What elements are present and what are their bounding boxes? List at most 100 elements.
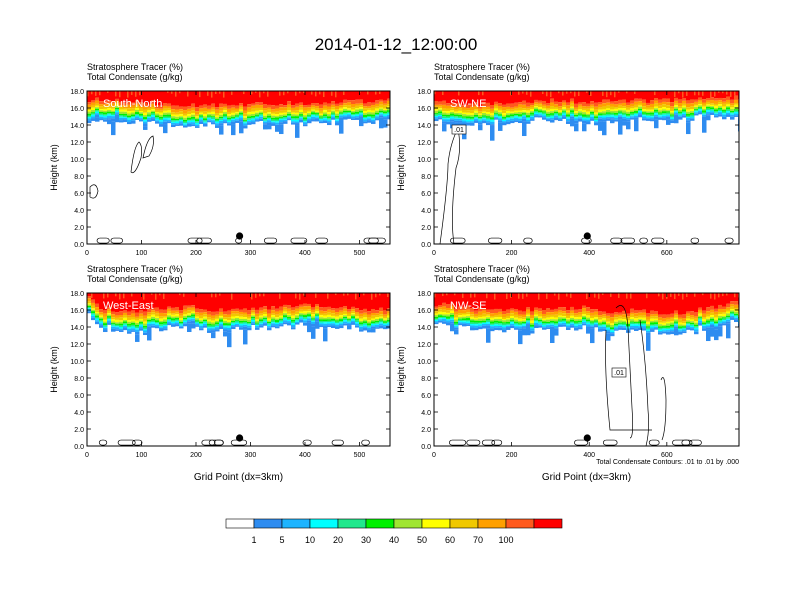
field-cell xyxy=(159,91,164,106)
field-cell xyxy=(726,114,731,117)
field-cell xyxy=(486,320,491,323)
field-cell xyxy=(95,312,100,314)
field-cell xyxy=(534,314,539,317)
field-cell xyxy=(634,98,639,102)
field-cell xyxy=(347,91,352,101)
field-cell xyxy=(199,108,204,112)
field-cell xyxy=(287,111,292,114)
field-cell xyxy=(586,119,591,122)
field-cell xyxy=(203,116,208,119)
field-dip xyxy=(522,328,527,336)
field-cell xyxy=(666,314,671,318)
field-cell xyxy=(123,293,128,311)
field-streak xyxy=(143,293,145,300)
field-cell xyxy=(614,104,619,108)
field-cell xyxy=(151,323,156,326)
field-cell xyxy=(375,322,380,324)
field-cell xyxy=(335,109,340,112)
field-cell xyxy=(267,326,272,328)
field-cell xyxy=(263,115,268,118)
field-cell xyxy=(570,319,575,322)
field-cell xyxy=(159,112,164,115)
field-streak xyxy=(251,293,253,300)
field-cell xyxy=(518,111,523,115)
field-cell xyxy=(307,115,312,118)
field-cell xyxy=(215,311,220,315)
field-cell xyxy=(235,325,240,327)
field-cell xyxy=(506,110,511,114)
field-cell xyxy=(339,312,344,316)
field-cell xyxy=(634,326,639,329)
field-cell xyxy=(387,106,390,108)
field-cell xyxy=(510,313,515,317)
field-cell xyxy=(702,317,707,319)
field-cell xyxy=(311,112,316,115)
panel-title-line-2: Total Condensate (g/kg) xyxy=(87,72,183,82)
field-cell xyxy=(538,325,543,328)
field-cell xyxy=(590,322,595,325)
field-cell xyxy=(670,329,675,332)
field-cell xyxy=(143,293,148,312)
field-cell xyxy=(726,309,731,312)
field-cell xyxy=(630,322,635,325)
field-cell xyxy=(598,323,603,325)
field-cell xyxy=(235,113,240,116)
field-cell xyxy=(710,318,715,321)
field-cell xyxy=(147,312,152,315)
field-cell xyxy=(614,101,619,105)
field-cell xyxy=(522,100,527,105)
field-cell xyxy=(594,314,599,318)
field-cell xyxy=(135,329,140,332)
field-cell xyxy=(267,104,272,108)
field-cell xyxy=(606,113,611,116)
field-cell xyxy=(147,91,152,105)
field-cell xyxy=(355,316,360,318)
field-cell xyxy=(103,326,108,328)
field-cell xyxy=(267,320,272,322)
field-cell xyxy=(530,109,535,112)
field-cell xyxy=(730,317,735,320)
field-cell xyxy=(207,330,212,333)
center-point-marker xyxy=(583,232,591,240)
field-cell xyxy=(259,113,264,115)
field-cell xyxy=(211,311,216,316)
contour-loop xyxy=(466,439,481,446)
field-cell xyxy=(502,118,507,120)
field-cell xyxy=(271,313,276,316)
field-cell xyxy=(506,293,511,310)
field-cell xyxy=(235,108,240,111)
contour-loop xyxy=(142,135,154,159)
panel-title-line-2: Total Condensate (g/kg) xyxy=(434,274,530,284)
field-dip xyxy=(379,117,384,129)
field-cell xyxy=(223,103,228,107)
field-cell xyxy=(243,321,248,324)
field-cell xyxy=(167,293,172,307)
field-streak xyxy=(734,91,736,96)
field-cell xyxy=(191,319,196,321)
field-cell xyxy=(303,107,308,111)
field-cell xyxy=(223,320,228,324)
field-cell xyxy=(335,91,340,104)
field-cell xyxy=(307,117,312,119)
field-cell xyxy=(383,103,388,106)
field-cell xyxy=(239,114,244,116)
field-streak xyxy=(562,91,564,96)
field-cell xyxy=(151,100,156,104)
field-cell xyxy=(458,119,463,121)
field-cell xyxy=(331,115,336,117)
field-cell xyxy=(283,322,288,325)
field-cell xyxy=(183,309,188,312)
field-cell xyxy=(211,328,216,331)
field-cell xyxy=(295,306,300,309)
field-cell xyxy=(438,311,443,314)
field-cell xyxy=(646,329,651,331)
field-cell xyxy=(678,322,683,325)
field-streak xyxy=(722,293,724,297)
field-cell xyxy=(642,312,647,316)
field-cell xyxy=(542,111,547,113)
field-cell xyxy=(682,112,687,115)
field-cell xyxy=(171,114,176,117)
field-cell xyxy=(446,320,451,323)
field-cell xyxy=(442,317,447,320)
field-cell xyxy=(534,115,539,118)
